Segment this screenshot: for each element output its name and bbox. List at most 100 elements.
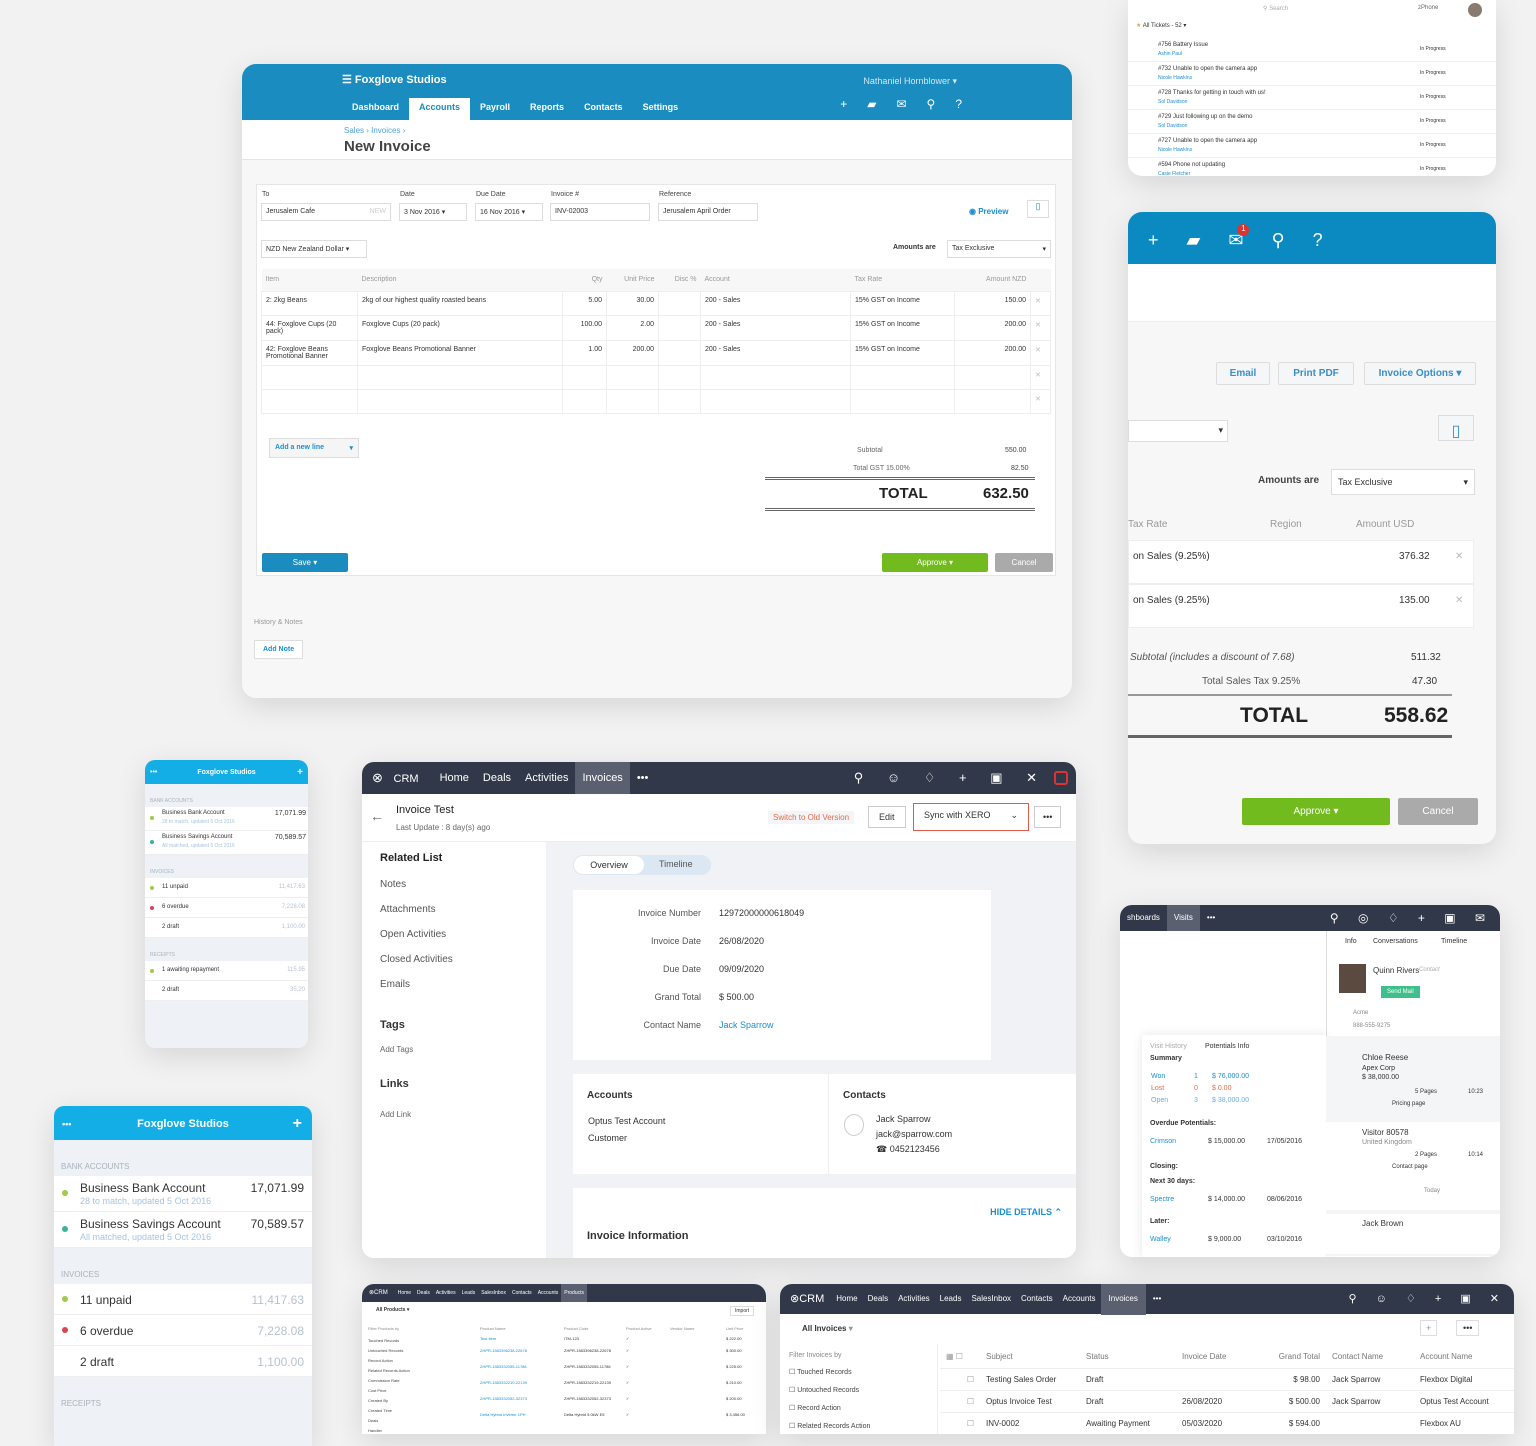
- col-contact-name[interactable]: Contact Name: [1326, 1346, 1414, 1369]
- visitor-row[interactable]: Jack Brown: [1326, 1214, 1500, 1254]
- empty-row[interactable]: ✕: [261, 364, 1051, 390]
- nav-invoices[interactable]: Invoices: [575, 762, 630, 794]
- nav-payroll[interactable]: Payroll: [480, 102, 511, 112]
- table-row[interactable]: ☐ INV-0002 Awaiting Payment 05/03/2020 $…: [940, 1412, 1514, 1434]
- nav-activities[interactable]: Activities: [525, 772, 569, 784]
- row-checkbox[interactable]: ☐: [940, 1368, 980, 1391]
- contact-name-link[interactable]: Jack Sparrow: [719, 1020, 774, 1030]
- filter-list[interactable]: Touched Records Untouched Records Record A…: [368, 1338, 410, 1433]
- table-row[interactable]: ☐ Optus Invoice Test Draft 26/08/2020 $ …: [940, 1390, 1514, 1413]
- col-grand-total[interactable]: Grand Total: [1256, 1346, 1326, 1369]
- filter-record-action[interactable]: ☐ Record Action: [789, 1405, 841, 1412]
- table-row[interactable]: ZHPR-1583332052-32373 ZHPR-1583332052-323…: [480, 1396, 742, 1401]
- related-closed-activities[interactable]: Closed Activities: [380, 954, 453, 965]
- approve-button[interactable]: Approve ▾: [882, 553, 988, 572]
- filter-touched[interactable]: ☐ Touched Records: [789, 1369, 852, 1376]
- more-actions-button[interactable]: •••: [1034, 806, 1062, 828]
- subject-link[interactable]: Testing Sales Order: [980, 1368, 1080, 1391]
- ticket-row[interactable]: #594 Phone not updating Casie Fletcher In …: [1128, 158, 1496, 176]
- more-actions-button[interactable]: •••: [1456, 1320, 1480, 1336]
- approve-button[interactable]: Approve ▾: [1242, 798, 1390, 825]
- tab-info[interactable]: Info: [1345, 938, 1357, 945]
- preview-link[interactable]: ◉ Preview: [969, 207, 1009, 216]
- visitor-row[interactable]: Chloe Reese Apex Corp $ 38,000.00 5 Page…: [1362, 1053, 1484, 1130]
- nav-deals[interactable]: Deals: [482, 772, 512, 784]
- more-icon[interactable]: •••: [1152, 1294, 1162, 1303]
- add-note-button[interactable]: Add Note: [254, 640, 304, 659]
- column-config-icon[interactable]: ▦ ☐: [940, 1346, 980, 1369]
- nav-contacts[interactable]: Contacts: [511, 1290, 532, 1296]
- account-link[interactable]: Flexbox AU: [1414, 1412, 1514, 1434]
- due-date-field[interactable]: 16 Nov 2016 ▾: [475, 203, 543, 221]
- folder-icon[interactable]: ▰: [867, 97, 877, 111]
- add-line-button[interactable]: Add a new line ▾: [269, 438, 359, 458]
- account-link[interactable]: Flexbox Digital: [1414, 1368, 1514, 1391]
- related-attachments[interactable]: Attachments: [380, 904, 436, 915]
- col-subject[interactable]: Subject: [980, 1346, 1080, 1369]
- user-menu[interactable]: Nathaniel Hornblower ▾: [863, 76, 957, 86]
- bank-account-row[interactable]: Business Bank Account 28 to match, update…: [54, 1176, 312, 1212]
- table-row[interactable]: ☐ Testing Sales Order Draft $ 98.00 Jack…: [940, 1368, 1514, 1391]
- email-button[interactable]: Email: [1216, 362, 1270, 385]
- cell-amount[interactable]: 200.00: [954, 314, 1031, 341]
- tab-potentials-info[interactable]: Potentials Info: [1205, 1043, 1250, 1050]
- cancel-button[interactable]: Cancel: [1398, 798, 1478, 825]
- subject-link[interactable]: INV-0002: [980, 1412, 1080, 1434]
- folder-icon[interactable]: ▰: [1186, 230, 1201, 250]
- potential-link[interactable]: Walley: [1150, 1236, 1171, 1243]
- nav-reports[interactable]: Reports: [530, 102, 565, 112]
- to-field[interactable]: Jerusalem Cafe NEW: [261, 203, 391, 221]
- invoice-row[interactable]: 6 overdue 7,228.08: [145, 898, 308, 918]
- delete-row-icon[interactable]: ✕: [1030, 339, 1051, 366]
- org-name[interactable]: ☰ Foxglove Studios: [342, 74, 447, 86]
- table-row[interactable]: Test Item ITM-123 ✓ $ 222.00: [480, 1336, 742, 1341]
- back-arrow-icon[interactable]: ←: [370, 808, 384, 824]
- sync-xero-button[interactable]: Sync with XERO ⌄: [913, 803, 1029, 831]
- col-status[interactable]: Status: [1080, 1346, 1176, 1369]
- cell-item[interactable]: 2: 2kg Beans: [261, 290, 358, 316]
- ticket-row[interactable]: #732 Unable to open the camera app Nicole…: [1128, 62, 1496, 86]
- cell-tax[interactable]: 15% GST on Income: [850, 290, 955, 316]
- potential-link[interactable]: Spectre: [1150, 1196, 1175, 1203]
- add-link-link[interactable]: Add Link: [380, 1110, 412, 1119]
- potential-link[interactable]: Crimson: [1150, 1138, 1177, 1145]
- related-open-activities[interactable]: Open Activities: [380, 929, 447, 940]
- import-button[interactable]: Import: [730, 1306, 755, 1316]
- toolbar-icons[interactable]: ⚲ ◎ ♢ + ▣ ✉: [1329, 911, 1493, 925]
- cell-desc[interactable]: Foxglove Beans Promotional Banner: [357, 339, 563, 366]
- contact-link[interactable]: [1326, 1412, 1414, 1434]
- delete-row-icon[interactable]: ✕: [1030, 364, 1051, 390]
- table-row[interactable]: ZHPR-1583332055-11786 ZHPR-1583332055-117…: [480, 1364, 742, 1369]
- cell-amount[interactable]: 150.00: [954, 290, 1031, 316]
- delete-row-icon[interactable]: ✕: [1030, 388, 1051, 414]
- date-field[interactable]: 3 Nov 2016 ▾: [399, 203, 467, 221]
- edit-button[interactable]: Edit: [868, 806, 906, 828]
- line-item-row[interactable]: 42: Foxglove Beans Promotional Banner Fo…: [261, 339, 1051, 366]
- tab-timeline[interactable]: Timeline: [1441, 938, 1468, 945]
- tab-conversations[interactable]: Conversations: [1373, 938, 1418, 945]
- invoice-row[interactable]: 11 unpaid 11,417.63: [54, 1284, 312, 1315]
- add-icon[interactable]: +: [1148, 230, 1159, 250]
- search-icon[interactable]: ⚲: [926, 97, 936, 111]
- cell-account[interactable]: 200 - Sales: [700, 290, 851, 316]
- add-button[interactable]: +: [1420, 1320, 1438, 1336]
- table-row[interactable]: ZHPR-1583332219-22139 ZHPR-1583332219-221…: [480, 1380, 742, 1385]
- line-item-row[interactable]: 44: Foxglove Cups (20 pack) Foxglove Cup…: [261, 314, 1051, 341]
- help-icon[interactable]: ?: [1312, 230, 1323, 250]
- cell-tax[interactable]: 15% GST on Income: [850, 339, 955, 366]
- nav-accounts[interactable]: Accounts: [1062, 1294, 1096, 1303]
- cell-price[interactable]: 200.00: [606, 339, 659, 366]
- currency-select[interactable]: NZD New Zealand Dollar ▾: [261, 240, 367, 258]
- line-item-row[interactable]: on Sales (9.25%) 135.00 ✕: [1128, 584, 1474, 628]
- channel-label[interactable]: zPhone: [1418, 5, 1439, 11]
- contact-link[interactable]: Jack Sparrow: [1326, 1368, 1414, 1391]
- nav-visits[interactable]: Visits: [1166, 905, 1200, 931]
- view-selector[interactable]: All Invoices ▾: [802, 1324, 853, 1333]
- visitor-row[interactable]: Visitor 80578 United Kingdom 2 Pages 10:…: [1326, 1122, 1500, 1210]
- save-button[interactable]: Save ▾: [262, 553, 348, 572]
- view-selector[interactable]: ★ All Tickets - 52 ▾: [1136, 23, 1187, 29]
- nav-accounts[interactable]: Accounts: [409, 98, 471, 120]
- table-row[interactable]: ZHPR-1583396238-22678 ZHPR-1583396238-226…: [480, 1348, 742, 1353]
- line-item-row[interactable]: 2: 2kg Beans 2kg of our highest quality …: [261, 290, 1051, 316]
- ticket-row[interactable]: #728 Thanks for getting in touch with us…: [1128, 86, 1496, 110]
